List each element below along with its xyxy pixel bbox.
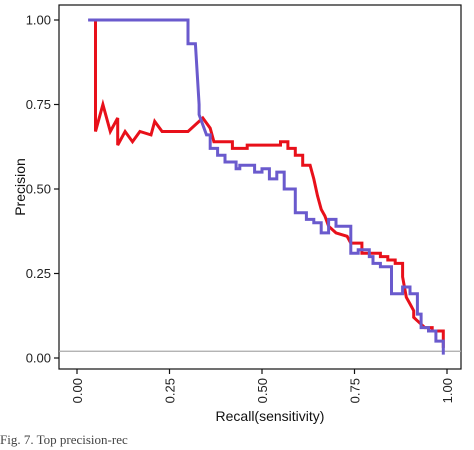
precision-recall-chart: 0.00 0.25 0.50 0.75 1.00 0.00 0.25 0.50 0.75 1.00… bbox=[12, 4, 462, 424]
y-tick-label: 1.00 bbox=[26, 13, 51, 28]
x-tick-label: 0.75 bbox=[348, 378, 363, 403]
y-tick-label: 0.25 bbox=[26, 266, 51, 281]
y-axis-label: Precision bbox=[12, 158, 28, 216]
x-tick-label: 0.50 bbox=[255, 378, 270, 403]
y-tick-label: 0.75 bbox=[26, 97, 51, 112]
x-tick-label: 1.00 bbox=[440, 378, 455, 403]
figure-caption: Fig. 7. Top precision-rec bbox=[0, 432, 128, 447]
series-line-2 bbox=[88, 18, 445, 355]
x-axis-label: Recall(sensitivity) bbox=[216, 408, 325, 424]
plot-panel bbox=[58, 4, 462, 370]
axis-layer: 0.00 0.25 0.50 0.75 1.00 0.00 0.25 0.50 0.75 1.00 bbox=[26, 13, 455, 404]
y-tick-label: 0.00 bbox=[26, 351, 51, 366]
series-line-1 bbox=[94, 20, 445, 348]
x-tick-label: 0.00 bbox=[70, 378, 85, 403]
y-tick-label: 0.50 bbox=[26, 182, 51, 197]
x-tick-label: 0.25 bbox=[163, 378, 178, 403]
series-layer bbox=[88, 18, 445, 355]
